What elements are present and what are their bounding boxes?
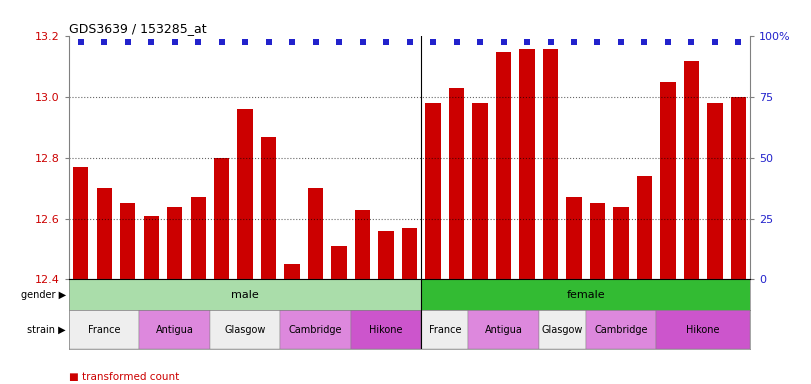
Bar (566, 197, 581, 280)
Text: Cambridge: Cambridge (594, 324, 648, 334)
Text: ■ transformed count: ■ transformed count (69, 372, 179, 382)
Bar (355, 210, 370, 280)
Text: Hikone: Hikone (686, 324, 720, 334)
Bar (402, 228, 417, 280)
Bar (637, 176, 652, 280)
Bar (238, 109, 253, 280)
Text: GDS3639 / 153285_at: GDS3639 / 153285_at (69, 22, 207, 35)
Text: France: France (88, 324, 120, 334)
Text: Cambridge: Cambridge (289, 324, 342, 334)
Bar (449, 88, 464, 280)
Bar (684, 61, 699, 280)
Bar (707, 103, 723, 280)
Bar (421, 310, 468, 349)
Text: strain ▶: strain ▶ (27, 324, 66, 334)
Bar (613, 207, 629, 280)
Text: Hikone: Hikone (369, 324, 403, 334)
Bar (351, 310, 421, 349)
Bar (472, 103, 487, 280)
Text: female: female (566, 290, 605, 300)
Text: gender ▶: gender ▶ (20, 290, 66, 300)
Bar (167, 207, 182, 280)
Bar (660, 82, 676, 280)
Bar (261, 137, 277, 280)
Text: Antigua: Antigua (156, 324, 194, 334)
Bar (139, 310, 210, 349)
Bar (421, 280, 750, 310)
Bar (73, 167, 88, 280)
Bar (496, 52, 511, 280)
Text: France: France (428, 324, 461, 334)
Bar (519, 49, 534, 280)
Bar (731, 97, 746, 280)
Bar (543, 49, 558, 280)
Text: Antigua: Antigua (485, 324, 522, 334)
Bar (144, 215, 159, 280)
Bar (539, 310, 586, 349)
Bar (281, 310, 351, 349)
Bar (590, 204, 605, 280)
Bar (69, 310, 139, 349)
Bar (468, 310, 539, 349)
Bar (120, 204, 135, 280)
Bar (308, 188, 324, 280)
Bar (210, 310, 281, 349)
Bar (97, 188, 112, 280)
Text: Glasgow: Glasgow (225, 324, 266, 334)
Bar (332, 246, 347, 280)
Text: Glasgow: Glasgow (542, 324, 583, 334)
Bar (656, 310, 750, 349)
Bar (285, 264, 300, 280)
Text: male: male (231, 290, 259, 300)
Bar (426, 103, 440, 280)
Bar (69, 280, 421, 310)
Bar (379, 231, 393, 280)
Bar (191, 197, 206, 280)
Bar (586, 310, 656, 349)
Bar (214, 158, 230, 280)
